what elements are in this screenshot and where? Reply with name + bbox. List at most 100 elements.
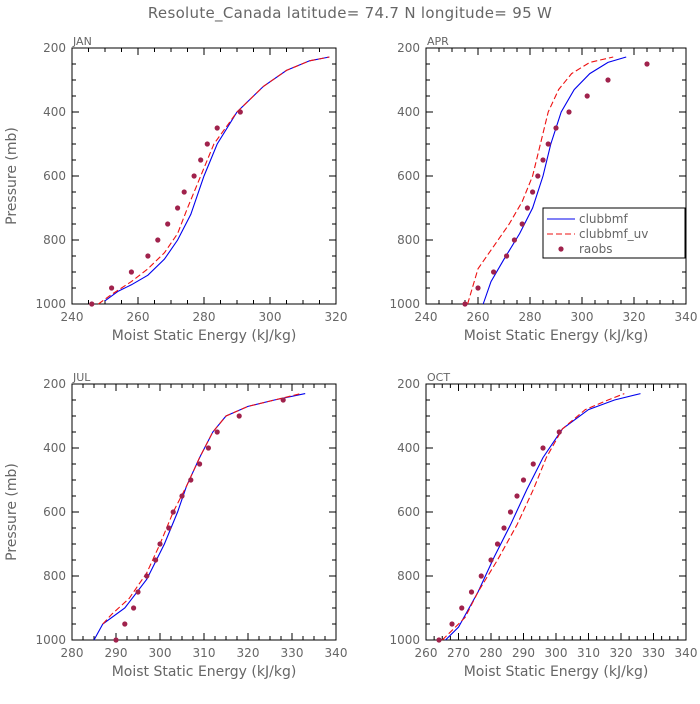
raobs-point	[468, 589, 475, 595]
raobs-point	[157, 541, 163, 547]
y-tick-label: 200	[397, 41, 420, 55]
raobs-point	[153, 557, 159, 563]
raobs-point	[145, 253, 151, 259]
raobs-point	[511, 237, 517, 243]
y-tick-label: 800	[43, 569, 66, 583]
y-tick-label: 1000	[389, 297, 420, 311]
x-tick-label: 320	[623, 310, 646, 324]
raobs-point	[519, 221, 525, 227]
x-tick-label: 300	[571, 310, 594, 324]
raobs-point	[530, 461, 536, 467]
clubbmf-line	[445, 393, 641, 641]
panel-title: APR	[427, 35, 449, 48]
raobs-point	[198, 157, 204, 163]
raobs-point	[535, 173, 541, 179]
raobs-point	[131, 605, 137, 611]
x-tick-label: 260	[467, 310, 490, 324]
panel-title: OCT	[427, 371, 450, 384]
raobs-point	[166, 525, 172, 531]
raobs-point	[520, 477, 527, 483]
x-axis-label: Moist Static Energy (kJ/kg)	[464, 328, 649, 344]
raobs-point	[179, 493, 185, 499]
x-tick-label: 340	[675, 646, 698, 660]
raobs-point	[214, 125, 220, 131]
raobs-point	[530, 189, 536, 195]
raobs-point	[644, 61, 650, 67]
y-tick-label: 800	[397, 569, 420, 583]
x-tick-label: 260	[127, 310, 150, 324]
raobs-point	[491, 269, 497, 275]
raobs-point	[89, 301, 95, 307]
x-tick-label: 310	[193, 646, 216, 660]
raobs-point	[584, 93, 590, 99]
y-tick-label: 600	[397, 169, 420, 183]
y-tick-label: 400	[43, 441, 66, 455]
x-tick-label: 300	[149, 646, 172, 660]
raobs-point	[113, 637, 119, 643]
raobs-point	[205, 445, 211, 451]
raobs-point	[191, 173, 197, 179]
raobs-point	[504, 253, 510, 259]
y-tick-label: 800	[43, 233, 66, 247]
y-axis-label: Pressure (mb)	[4, 127, 20, 225]
x-tick-label: 320	[325, 310, 348, 324]
x-tick-label: 300	[259, 310, 282, 324]
panel-jan: JAN 240 260 280 300 320 200 400 600 800 1000 Moist …	[4, 35, 347, 344]
x-tick-label: 310	[577, 646, 600, 660]
y-tick-label: 200	[43, 41, 66, 55]
raobs-point	[155, 237, 161, 243]
x-tick-label: 260	[415, 646, 438, 660]
y-tick-label: 400	[397, 441, 420, 455]
clubbmf-line	[482, 56, 627, 305]
raobs-point	[236, 413, 242, 419]
y-tick-label: 200	[397, 377, 420, 391]
raobs-point	[514, 493, 520, 499]
x-tick-label: 320	[610, 646, 633, 660]
panel-jul: JUL 280 290 300 310 320 330 340 200 400 600 800 1000…	[4, 371, 347, 680]
x-tick-label: 340	[325, 646, 348, 660]
x-tick-label: 280	[193, 310, 216, 324]
raobs-point	[478, 573, 484, 579]
y-tick-label: 1000	[389, 633, 420, 647]
y-tick-label: 400	[43, 105, 66, 119]
figure-title: Resolute_Canada latitude= 74.7 N longitu…	[147, 4, 553, 22]
raobs-point	[462, 301, 468, 307]
raobs-point	[280, 397, 286, 403]
x-axis-label: Moist Static Energy (kJ/kg)	[112, 328, 297, 344]
raobs-point	[545, 141, 551, 147]
clubbmf-line	[93, 393, 306, 641]
legend-label: clubbmf_uv	[579, 227, 648, 241]
legend-box	[542, 207, 686, 259]
raobs-point	[109, 285, 115, 291]
raobs-point	[488, 557, 494, 563]
raobs-point	[475, 285, 481, 291]
raobs-point	[175, 205, 181, 211]
x-tick-label: 240	[61, 310, 84, 324]
raobs-point	[135, 589, 141, 595]
x-tick-label: 320	[237, 646, 260, 660]
raobs-point	[436, 637, 442, 643]
x-tick-label: 240	[415, 310, 438, 324]
raobs-point	[237, 109, 243, 115]
raobs-point	[501, 525, 507, 531]
raobs-point	[197, 461, 203, 467]
raobs-point	[556, 429, 562, 435]
x-tick-label: 300	[545, 646, 568, 660]
raobs-point	[214, 429, 220, 435]
clubbmf_uv-line	[98, 56, 330, 305]
y-tick-label: 1000	[35, 633, 66, 647]
axes-frame	[71, 383, 337, 641]
axes-frame	[425, 383, 687, 641]
x-axis-label: Moist Static Energy (kJ/kg)	[464, 664, 649, 680]
x-tick-label: 280	[480, 646, 503, 660]
axes-frame	[425, 47, 687, 305]
raobs-point	[170, 509, 176, 515]
y-axis-label: Pressure (mb)	[4, 463, 20, 561]
clubbmf_uv-line	[467, 56, 614, 305]
raobs-point	[188, 477, 194, 483]
raobs-point	[459, 605, 465, 611]
raobs-point	[553, 125, 559, 131]
